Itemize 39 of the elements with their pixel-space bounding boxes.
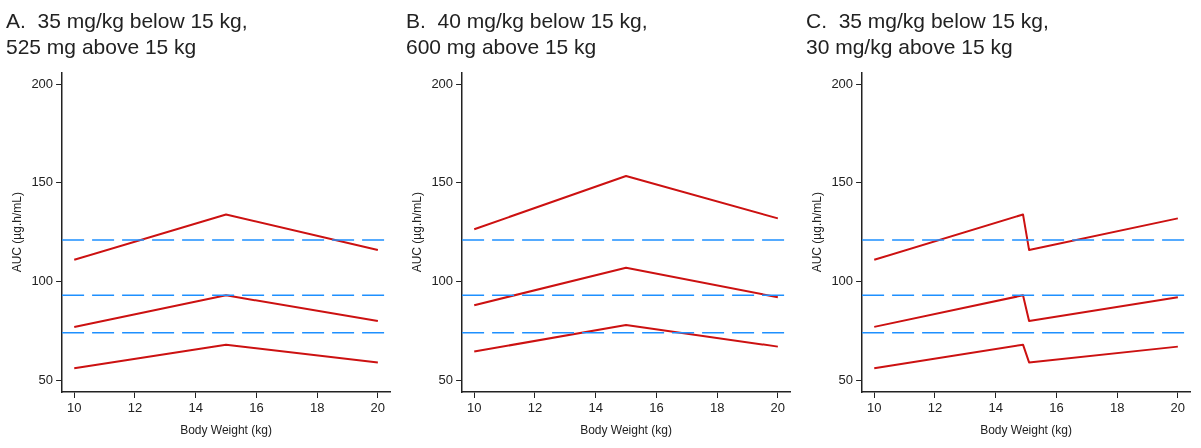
x-axis-title: Body Weight (kg) — [180, 423, 272, 438]
x-tick-label: 12 — [127, 400, 143, 416]
x-axis-title: Body Weight (kg) — [580, 423, 672, 438]
chart-title: A. 35 mg/kg below 15 kg, 525 mg above 15 kg — [6, 9, 248, 58]
y-tick-label: 200 — [431, 75, 454, 91]
y-tick-label: 150 — [31, 174, 54, 190]
x-tick-label: 14 — [188, 400, 203, 416]
chart-title: B. 40 mg/kg below 15 kg, 600 mg above 15 kg — [406, 9, 648, 58]
y-tick-label: 100 — [31, 273, 54, 289]
y-tick-label: 100 — [831, 273, 854, 289]
chart-title: C. 35 mg/kg below 15 kg, 30 mg/kg above 15 kg — [806, 9, 1049, 58]
x-tick-label: 12 — [927, 400, 943, 416]
y-axis-title: AUC (µg.h/mL) — [409, 192, 424, 273]
y-tick-label: 50 — [438, 371, 454, 387]
x-tick-label: 10 — [67, 400, 82, 416]
x-tick-label: 10 — [867, 400, 882, 416]
y-tick-label: 50 — [38, 371, 54, 387]
x-tick-label: 10 — [467, 400, 482, 416]
x-tick-label: 14 — [988, 400, 1003, 416]
x-tick-label: 18 — [309, 400, 325, 416]
y-axis-title: AUC (µg.h/mL) — [9, 192, 24, 273]
x-tick-label: 16 — [649, 400, 664, 416]
y-tick-label: 100 — [431, 273, 454, 289]
x-tick-label: 18 — [709, 400, 725, 416]
x-axis-title: Body Weight (kg) — [980, 423, 1072, 438]
x-tick-label: 18 — [1109, 400, 1125, 416]
y-axis-title: AUC (µg.h/mL) — [809, 192, 824, 273]
y-tick-label: 200 — [831, 75, 854, 91]
x-tick-label: 12 — [527, 400, 543, 416]
x-tick-label: 16 — [1049, 400, 1064, 416]
x-tick-label: 20 — [370, 400, 386, 416]
x-tick-label: 14 — [588, 400, 603, 416]
y-tick-label: 150 — [431, 174, 454, 190]
x-tick-label: 20 — [770, 400, 786, 416]
x-tick-label: 20 — [1170, 400, 1186, 416]
y-tick-label: 150 — [831, 174, 854, 190]
x-tick-label: 16 — [249, 400, 264, 416]
y-tick-label: 50 — [838, 371, 854, 387]
y-tick-label: 200 — [31, 75, 54, 91]
